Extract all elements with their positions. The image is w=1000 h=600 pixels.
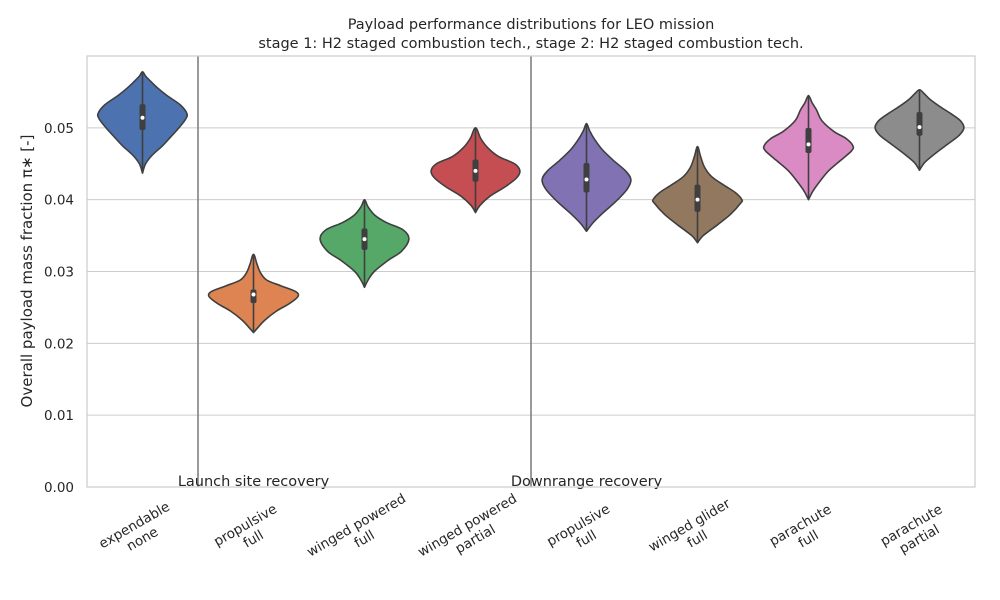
y-tick-labels: 0.00 0.01 0.02 0.03 0.04 0.05 [44,121,74,496]
x-tick-label: parachutefull [767,501,843,563]
chart-subtitle: stage 1: H2 staged combustion tech., sta… [258,36,803,52]
x-tick-label: winged poweredfull [304,491,416,574]
plot-area [96,56,965,487]
x-tick-label: winged gliderfull [646,495,742,569]
x-tick-label: winged poweredpartial [415,491,527,574]
x-tick-label-line1: winged powered [304,491,408,561]
y-tick-label: 0.03 [44,265,74,281]
y-tick-label: 0.00 [44,480,74,496]
violin-median-dot [362,237,367,242]
x-tick-label: parachutepartial [878,501,954,563]
violin-median-dot [806,142,811,147]
violin-4 [541,122,632,233]
group-labels: Launch site recovery Downrange recovery [178,474,663,490]
violin-1 [207,253,300,334]
y-tick-label: 0.02 [44,336,74,352]
y-tick-label: 0.05 [44,121,74,137]
violin-iqr-box [805,127,812,153]
violin-iqr-box [916,112,923,136]
x-tick-labels: expendablenone propulsivefull winged power… [96,491,954,574]
violin-median-dot [917,125,922,130]
violin-3 [430,127,521,214]
violin-7 [874,88,965,172]
violin-5 [651,145,744,244]
x-tick-label: propulsivefull [544,501,621,564]
plot-frame [86,55,976,488]
y-tick-label: 0.01 [44,408,74,424]
x-tick-label: propulsivefull [211,501,288,564]
y-axis-label: Overall payload mass fraction π∗ [-] [18,135,36,408]
violin-median-dot [140,115,145,120]
violin-median-dot [695,197,700,202]
violin-2 [319,198,410,289]
violin-median-dot [473,168,478,173]
violin-median-dot [251,292,256,297]
violin-0 [96,71,189,174]
chart-title: Payload performance distributions for LE… [348,17,715,33]
y-tick-label: 0.04 [44,193,74,209]
group-label: Downrange recovery [511,474,663,490]
x-tick-label: expendablenone [96,499,180,566]
group-label: Launch site recovery [178,474,330,490]
violin-median-dot [584,177,589,182]
violin-6 [762,94,855,201]
